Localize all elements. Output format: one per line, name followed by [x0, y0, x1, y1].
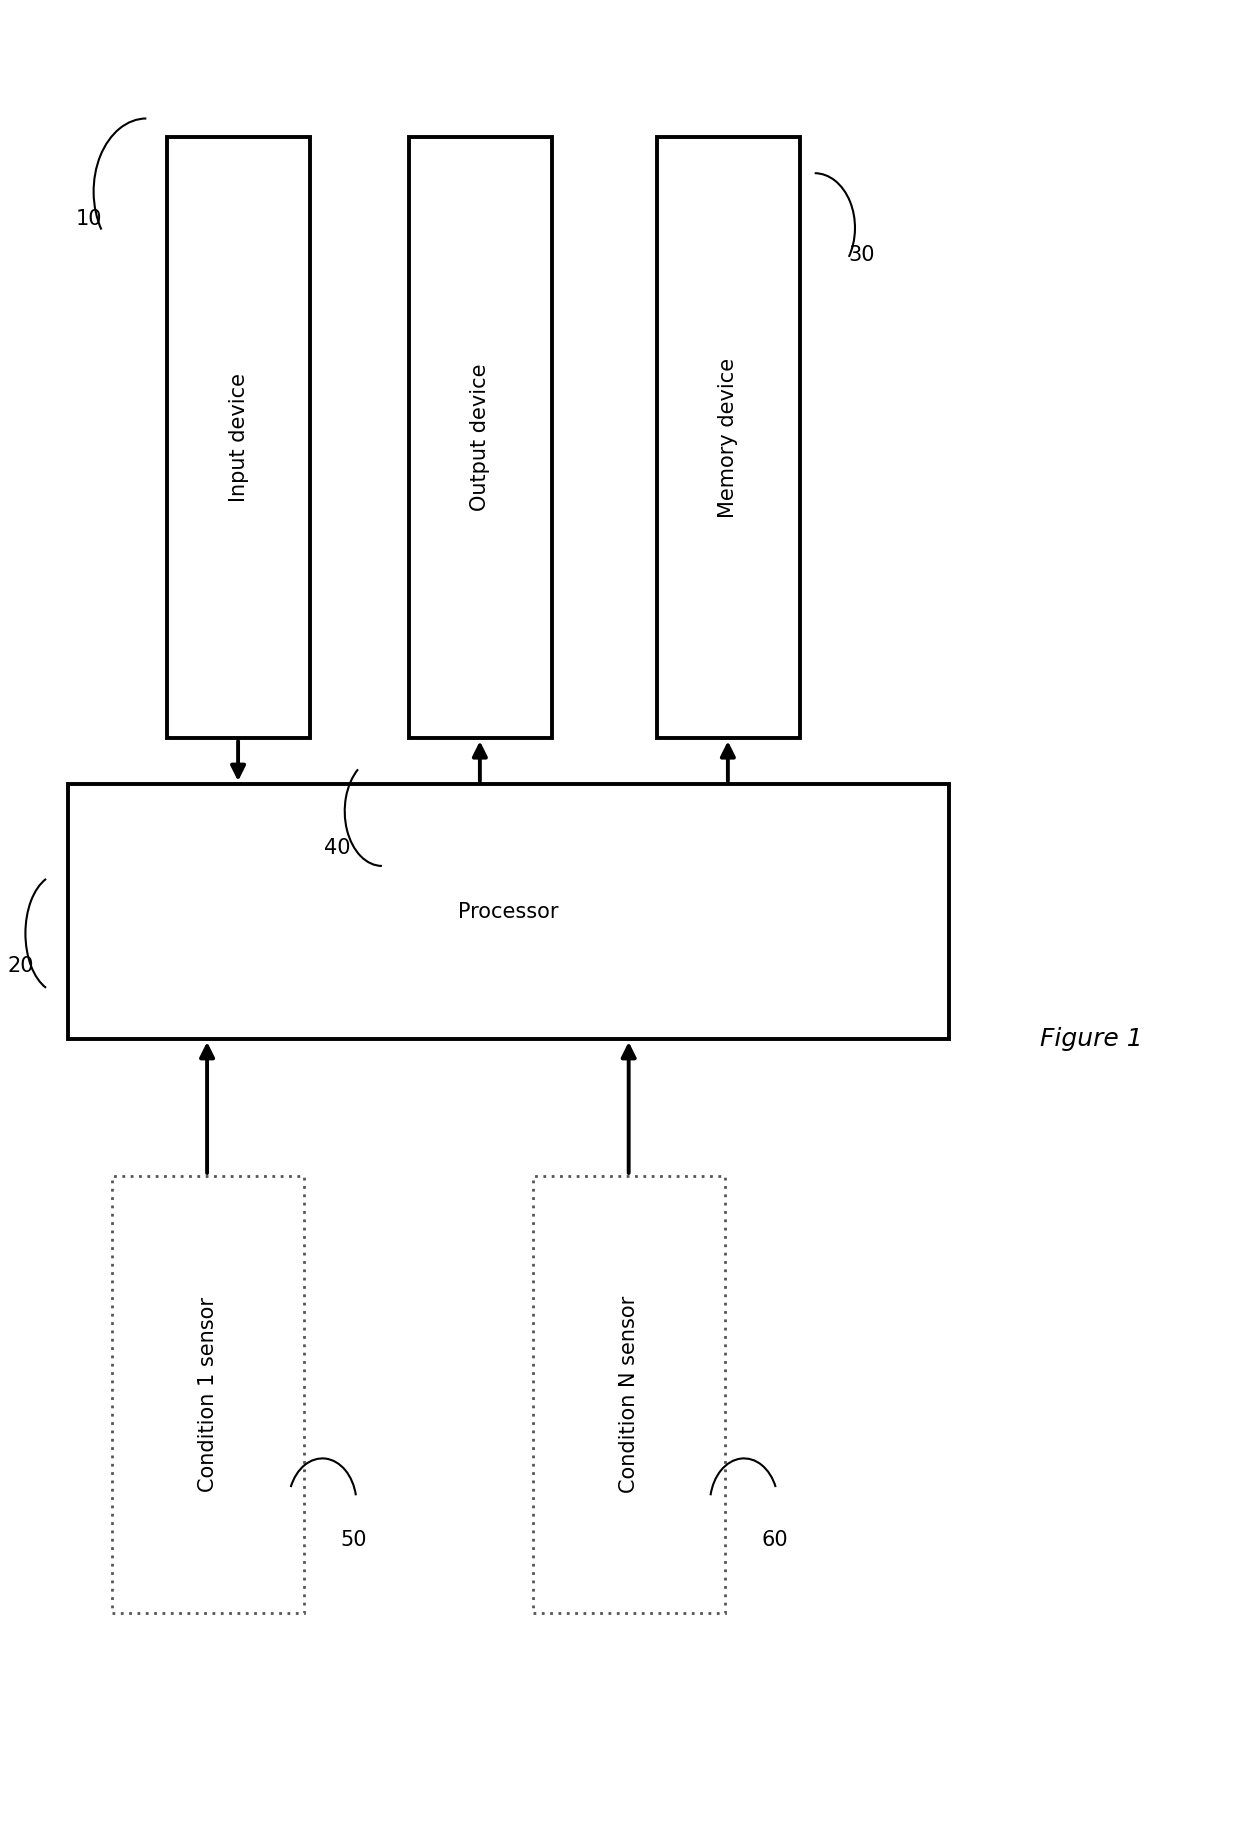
- Text: Figure 1: Figure 1: [1040, 1026, 1142, 1052]
- Text: Memory device: Memory device: [718, 357, 739, 518]
- Text: 10: 10: [76, 210, 103, 228]
- Text: 50: 50: [340, 1531, 367, 1550]
- Text: Processor: Processor: [458, 902, 559, 921]
- Text: Input device: Input device: [228, 374, 249, 501]
- Bar: [409, 137, 552, 738]
- Text: 60: 60: [761, 1531, 789, 1550]
- Text: 40: 40: [324, 839, 351, 857]
- Bar: [533, 1176, 725, 1613]
- Bar: [112, 1176, 304, 1613]
- Text: Condition 1 sensor: Condition 1 sensor: [197, 1298, 218, 1491]
- Bar: [68, 784, 949, 1039]
- Text: Condition N sensor: Condition N sensor: [619, 1296, 640, 1493]
- Text: Output device: Output device: [470, 365, 491, 510]
- Bar: [167, 137, 310, 738]
- Text: 20: 20: [7, 957, 35, 975]
- Text: 30: 30: [848, 246, 875, 264]
- Bar: [657, 137, 800, 738]
